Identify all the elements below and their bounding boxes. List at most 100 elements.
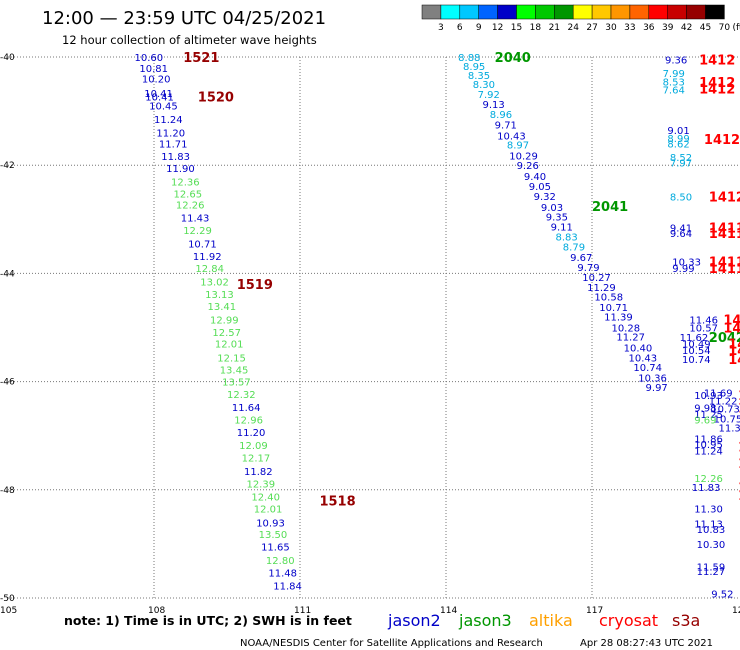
y-tick-label: -42 — [0, 161, 15, 171]
colorbar-tick: 36 — [643, 23, 655, 33]
satellite-legend: jason2 jason3 altika cryosat s3a — [387, 611, 700, 630]
wave-height-label: 11.30 — [694, 505, 723, 516]
wave-height-label: 10.30 — [697, 540, 726, 551]
wave-height-label: 9.35 — [546, 213, 568, 224]
wave-height-label: 9.13 — [483, 100, 505, 111]
legend-cryosat: cryosat — [599, 611, 658, 630]
wave-height-label: 11.65 — [261, 543, 290, 554]
wave-height-label: 9.32 — [534, 192, 556, 203]
pass-time-label: 14 — [738, 489, 740, 504]
wave-height-label: 8.97 — [507, 141, 529, 152]
x-tick-label: 105 — [0, 606, 17, 616]
time-labels: 1521152015191518204020412042141214121412… — [183, 51, 740, 510]
x-tick-label: 120 — [732, 606, 740, 616]
wave-height-label: 12.65 — [173, 189, 202, 200]
pass-time-label: 141 — [738, 441, 740, 456]
wave-height-label: 7.92 — [478, 90, 500, 101]
colorbar-swatch — [667, 4, 687, 20]
wave-height-label: 9.03 — [541, 203, 563, 214]
x-tick-label: 111 — [294, 606, 311, 616]
pass-time-label: 1518 — [319, 495, 355, 510]
wave-height-label: 12.80 — [266, 556, 295, 567]
colorbar-tick: 6 — [457, 23, 463, 33]
colorbar-tick: 70 — [719, 23, 731, 33]
wave-height-label: 9.41 — [670, 223, 692, 234]
wave-height-label: 12.57 — [212, 328, 241, 339]
wave-height-label: 9.64 — [670, 229, 692, 240]
colorbar-tick: 27 — [586, 23, 597, 33]
wave-height-label: 9.01 — [667, 126, 689, 137]
wave-height-label: 11.43 — [181, 214, 210, 225]
wave-height-label: 10.43 — [629, 353, 658, 364]
x-tick-label: 117 — [586, 606, 603, 616]
wave-height-label: 10.71 — [188, 240, 217, 251]
wave-height-label: 8.62 — [667, 140, 689, 151]
wave-height-label: 9.11 — [551, 222, 573, 233]
colorbar-tick: 3 — [438, 23, 444, 33]
wave-height-label: 11.83 — [161, 152, 190, 163]
wave-height-label: 9.36 — [665, 56, 687, 67]
wave-height-label: 12.29 — [183, 226, 212, 237]
legend-s3a: s3a — [672, 611, 700, 630]
colorbar-swatch — [648, 4, 668, 20]
wave-height-label: 10.58 — [594, 293, 623, 304]
colorbar-swatch — [610, 4, 631, 20]
wave-height-label: 11.62 — [680, 333, 709, 344]
colorbar-swatch — [459, 4, 479, 20]
pass-time-label: 1412 — [709, 191, 740, 206]
wave-height-label: 10.95 — [694, 440, 723, 451]
wave-height-label: 10.40 — [624, 344, 653, 355]
wave-height-label: 10.73 — [711, 405, 740, 416]
wave-height-label: 9.97 — [646, 383, 668, 394]
x-tick-label: 114 — [440, 606, 457, 616]
wave-height-label: 10.83 — [697, 525, 726, 536]
wave-height-label: 11.83 — [692, 483, 721, 494]
wave-height-label: 11.13 — [694, 519, 723, 530]
colorbar-swatch — [572, 4, 593, 20]
wave-height-label: 12.15 — [217, 353, 246, 364]
colorbar-swatch — [421, 4, 442, 20]
wave-height-label: 10.20 — [142, 75, 171, 86]
y-tick-label: -44 — [0, 269, 15, 279]
colorbar-swatch — [516, 4, 536, 20]
legend-altika: altika — [529, 611, 573, 630]
pass-time-label: 1412 — [704, 133, 740, 148]
wave-height-label: 12.09 — [239, 441, 268, 452]
wave-height-label: 9.69 — [694, 415, 716, 426]
colorbar-swatch — [686, 4, 706, 20]
wave-height-label: 13.45 — [220, 366, 249, 377]
wave-height-label: 11.69 — [704, 388, 733, 399]
wave-height-label: 9.26 — [517, 161, 539, 172]
wave-height-label: 12.96 — [234, 415, 263, 426]
pass-time-label: 1412 — [699, 82, 735, 97]
colorbar-swatch — [554, 4, 574, 20]
wave-height-label: 9.40 — [524, 172, 546, 183]
wave-height-label: 9.05 — [529, 182, 551, 193]
wave-height-label: 11.20 — [237, 428, 266, 439]
wave-height-label: 10.33 — [672, 257, 701, 268]
chart-title: 12:00 — 23:59 UTC 04/25/2021 — [42, 8, 326, 29]
wave-height-label: 11.84 — [273, 582, 302, 593]
wave-height-label: 10.36 — [638, 373, 667, 384]
wave-height-label: 10.29 — [509, 151, 538, 162]
colorbar-tick: 24 — [567, 23, 579, 33]
y-tick-label: -50 — [0, 594, 15, 604]
wave-height-label: 12.17 — [242, 453, 271, 464]
wave-height-label: 8.79 — [563, 242, 585, 253]
colorbar-tick: 39 — [662, 23, 674, 33]
pass-time-label: 1520 — [198, 90, 234, 105]
legend-jason3: jason3 — [458, 611, 512, 630]
wave-height-label: 11.82 — [244, 467, 273, 478]
data-labels: 10.6010.8110.2010.4110.4110.4511.2411.20… — [135, 53, 740, 601]
colorbar-swatch — [591, 4, 612, 20]
wave-height-label: 13.13 — [205, 290, 234, 301]
wave-height-label: 11.27 — [697, 567, 726, 578]
colorbar-tick: 18 — [530, 23, 542, 33]
wave-height-label: 10.41 — [144, 89, 173, 100]
wave-height-label: 10.27 — [582, 273, 611, 284]
